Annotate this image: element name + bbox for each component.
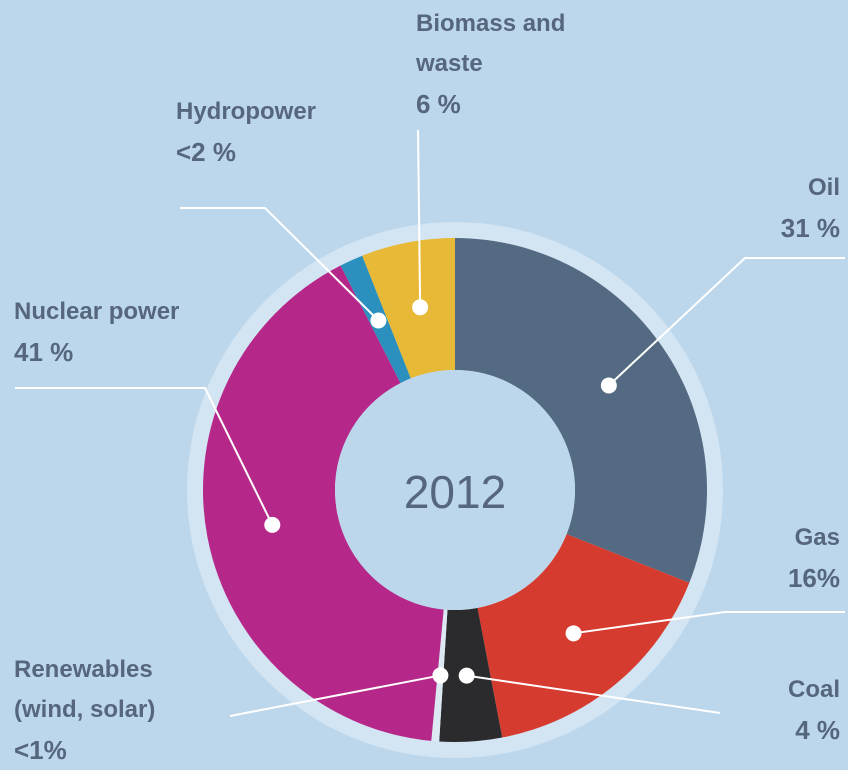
leader-dot bbox=[412, 299, 429, 316]
leader-line bbox=[466, 674, 721, 714]
segment bbox=[203, 265, 444, 741]
category-name: Renewables (wind, solar) bbox=[14, 656, 156, 723]
category-name: Hydropower bbox=[176, 98, 317, 125]
category-name: Biomass and waste bbox=[416, 10, 566, 77]
value-label: 6 % bbox=[416, 89, 461, 119]
hole bbox=[335, 370, 575, 610]
leader-dot bbox=[370, 312, 387, 329]
leaders bbox=[15, 129, 845, 717]
segment-label: Biomass and waste 6 % bbox=[416, 4, 566, 124]
leader-dot bbox=[458, 667, 475, 684]
category-name: Gas bbox=[794, 524, 840, 551]
leader-dot bbox=[600, 377, 617, 394]
leader-line bbox=[15, 387, 274, 526]
value-label: 16% bbox=[787, 563, 840, 593]
value-label: <1% bbox=[14, 735, 67, 765]
leader-line bbox=[573, 611, 845, 635]
value-label: 4 % bbox=[795, 715, 840, 745]
segment-label: Gas 16% bbox=[640, 518, 840, 598]
value-label: <2 % bbox=[176, 137, 236, 167]
leader-dot bbox=[432, 667, 449, 684]
leader-line bbox=[608, 257, 845, 387]
leader-line bbox=[180, 207, 380, 322]
segments bbox=[203, 238, 707, 743]
segment-label: Oil 31 % bbox=[640, 168, 840, 248]
category-name: Oil bbox=[807, 174, 840, 201]
leader-dot bbox=[565, 625, 582, 642]
chart-title: 2012 bbox=[404, 466, 506, 518]
leader-line bbox=[417, 129, 422, 308]
value-label: 31 % bbox=[780, 213, 840, 243]
segment-label: Nuclear power 41 % bbox=[14, 292, 234, 372]
segment-label: Coal 4 % bbox=[640, 670, 840, 750]
category-name: Nuclear power bbox=[14, 298, 180, 325]
segment bbox=[477, 534, 690, 738]
segment-label: Renewables (wind, solar) <1% bbox=[14, 650, 214, 770]
leader-dot bbox=[264, 516, 281, 533]
segment bbox=[362, 238, 455, 379]
value-label: 41 % bbox=[14, 337, 74, 367]
category-name: Coal bbox=[787, 676, 840, 703]
segment bbox=[455, 238, 707, 583]
segment-label: Hydropower <2 % bbox=[176, 92, 376, 172]
leader-line bbox=[229, 674, 441, 717]
